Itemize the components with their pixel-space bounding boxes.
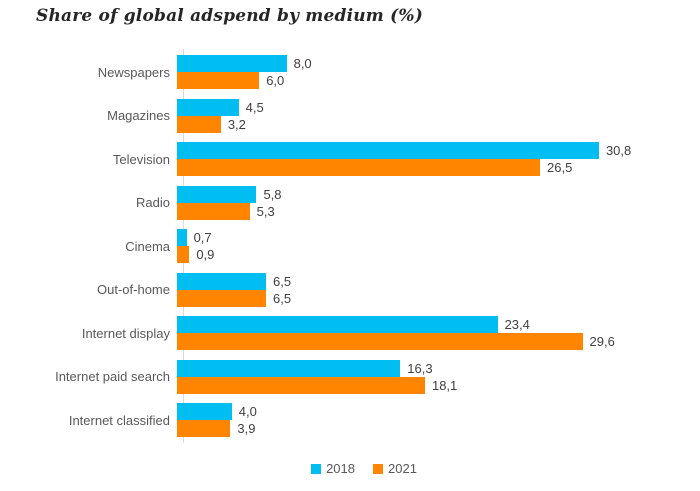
bar-2018-radio xyxy=(177,185,257,203)
category-label: Radio xyxy=(136,195,170,210)
bar-line: 5,3 xyxy=(177,202,700,220)
legend-item-2018: 2018 xyxy=(311,461,355,476)
bar-2021-internet-paid-search xyxy=(177,376,425,394)
bar-line: 4,0 xyxy=(177,403,700,420)
bar-line: 16,3 xyxy=(177,359,700,377)
bar-line: 0,7 xyxy=(177,229,700,246)
value-label: 6,5 xyxy=(273,273,292,289)
value-label: 18,1 xyxy=(431,377,458,393)
bar-2021-magazines xyxy=(177,115,221,133)
value-label: 0,7 xyxy=(193,230,212,245)
bar-2018-television xyxy=(177,142,599,159)
bar-line: 6,5 xyxy=(177,289,700,307)
legend-swatch-icon xyxy=(373,463,383,474)
bar-2018-out-of-home xyxy=(177,272,267,290)
bar-2021-radio xyxy=(177,202,250,220)
value-label: 5,3 xyxy=(256,203,275,219)
chart-row: Newspapers 8,0 6,0 xyxy=(0,55,700,89)
value-label: 3,9 xyxy=(237,421,256,436)
bar-2021-cinema xyxy=(177,246,190,263)
bar-line: 0,9 xyxy=(177,246,700,263)
bar-group: 6,5 6,5 xyxy=(177,272,700,307)
bar-2018-internet-paid-search xyxy=(177,359,401,377)
bar-group: 0,7 0,9 xyxy=(177,229,700,263)
bar-line: 29,6 xyxy=(177,333,700,350)
value-label: 6,5 xyxy=(273,290,292,306)
bar-group: 5,8 5,3 xyxy=(177,185,700,220)
bar-group: 4,5 3,2 xyxy=(177,98,700,133)
chart-row: Magazines 4,5 3,2 xyxy=(0,98,700,133)
bar-2021-television xyxy=(177,159,541,176)
value-label: 4,0 xyxy=(238,404,257,419)
category-label: Out-of-home xyxy=(97,282,170,297)
value-label: 4,5 xyxy=(245,99,264,115)
bar-line: 23,4 xyxy=(177,316,700,333)
category-label: Cinema xyxy=(125,238,170,254)
bar-group: 30,8 26,5 xyxy=(177,142,700,176)
chart-row: Radio 5,8 5,3 xyxy=(0,185,700,220)
bar-line: 8,0 xyxy=(177,55,700,72)
bar-line: 26,5 xyxy=(177,159,700,176)
bar-2021-internet-classified xyxy=(177,420,231,437)
legend: 2018 2021 xyxy=(0,461,700,476)
bar-group: 4,0 3,9 xyxy=(177,403,700,437)
bar-line: 5,8 xyxy=(177,185,700,203)
bar-2018-cinema xyxy=(177,229,187,246)
category-label: Newspapers xyxy=(97,64,170,80)
bar-group: 23,4 29,6 xyxy=(177,316,700,350)
value-label: 29,6 xyxy=(589,334,615,349)
category-label: Television xyxy=(112,151,170,167)
value-label: 30,8 xyxy=(605,143,632,158)
bar-line: 4,5 xyxy=(177,98,700,116)
bar-2018-newspapers xyxy=(177,55,287,72)
bar-2018-internet-display xyxy=(177,316,498,333)
value-label: 0,9 xyxy=(196,247,215,262)
bar-2021-out-of-home xyxy=(177,289,267,307)
chart-row: Internet display 23,4 29,6 xyxy=(0,316,700,350)
category-label: Internet paid search xyxy=(55,369,170,384)
legend-label: 2018 xyxy=(326,461,355,476)
value-label: 6,0 xyxy=(266,73,285,88)
plot-area: Newspapers 8,0 6,0 Magazines 4,5 3,2 Televisio… xyxy=(0,55,700,447)
bar-group: 16,3 18,1 xyxy=(177,359,700,394)
legend-item-2021: 2021 xyxy=(373,461,417,476)
chart-row: Out-of-home 6,5 6,5 xyxy=(0,272,700,307)
bar-line: 3,9 xyxy=(177,420,700,437)
value-label: 16,3 xyxy=(407,360,433,376)
category-label: Magazines xyxy=(107,108,170,123)
bar-2018-internet-classified xyxy=(177,403,232,420)
bar-2021-internet-display xyxy=(177,333,583,350)
category-label: Internet display xyxy=(81,325,170,341)
value-label: 3,2 xyxy=(227,116,246,132)
value-label: 23,4 xyxy=(504,317,530,332)
bar-line: 6,0 xyxy=(177,72,700,89)
value-label: 26,5 xyxy=(547,160,573,175)
chart-row: Internet paid search 16,3 18,1 xyxy=(0,359,700,394)
value-label: 5,8 xyxy=(263,186,282,202)
bar-2021-newspapers xyxy=(177,72,260,89)
chart-row: Cinema 0,7 0,9 xyxy=(0,229,700,263)
legend-label: 2021 xyxy=(388,461,417,476)
chart-title: Share of global adspend by medium (%) xyxy=(36,6,423,26)
bar-line: 3,2 xyxy=(177,115,700,133)
bar-line: 18,1 xyxy=(177,376,700,394)
chart-row: Internet classified 4,0 3,9 xyxy=(0,403,700,437)
bar-group: 8,0 6,0 xyxy=(177,55,700,89)
chart-row: Television 30,8 26,5 xyxy=(0,142,700,176)
bar-2018-magazines xyxy=(177,98,239,116)
bar-line: 30,8 xyxy=(177,142,700,159)
bar-line: 6,5 xyxy=(177,272,700,290)
value-label: 8,0 xyxy=(293,56,312,71)
category-label: Internet classified xyxy=(68,412,170,428)
legend-swatch-icon xyxy=(311,463,322,474)
